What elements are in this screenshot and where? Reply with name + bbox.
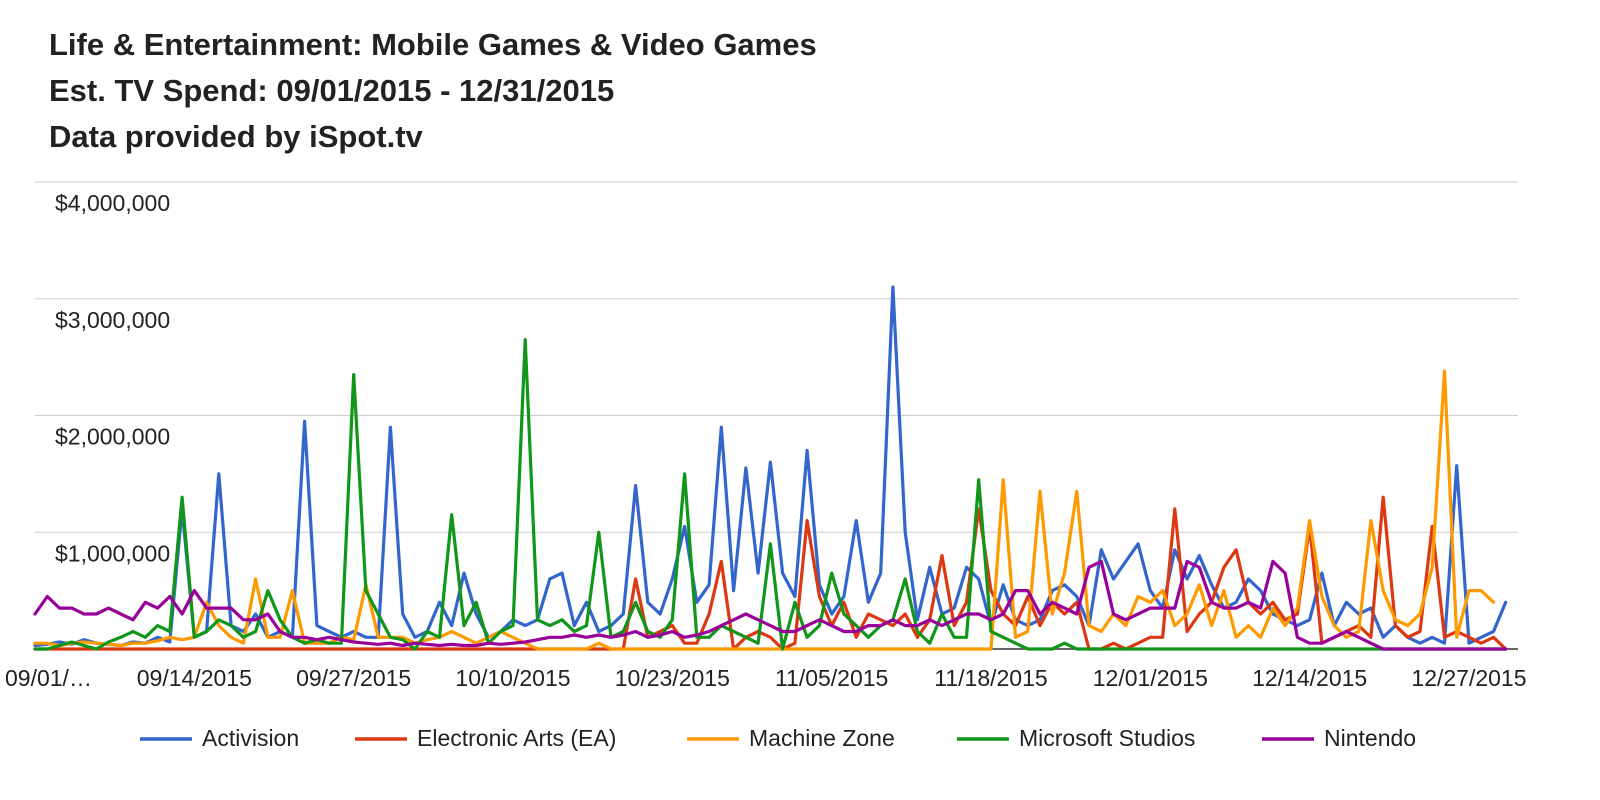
legend: Activision Electronic Arts (EA) Machine Zo… — [140, 725, 1416, 751]
y-axis-labels: $1,000,000 $2,000,000 $3,000,000 $4,000,000 — [55, 190, 170, 566]
x-tick-label: 09/14/2015 — [137, 665, 252, 691]
chart-title: Life & Entertainment: Mobile Games & Vid… — [49, 27, 817, 62]
chart-title-block: Life & Entertainment: Mobile Games & Vid… — [49, 22, 817, 160]
legend-label: Electronic Arts (EA) — [417, 725, 616, 751]
x-tick-label: 11/05/2015 — [775, 665, 888, 691]
legend-label: Activision — [202, 725, 299, 751]
legend-label: Machine Zone — [749, 725, 895, 751]
x-tick-label: 11/18/2015 — [934, 665, 1047, 691]
y-tick-label: $4,000,000 — [55, 190, 170, 216]
x-tick-label: 12/27/2015 — [1411, 665, 1526, 691]
x-tick-label: 12/01/2015 — [1093, 665, 1208, 691]
y-tick-label: $1,000,000 — [55, 540, 170, 566]
x-tick-label: 12/14/2015 — [1252, 665, 1367, 691]
chart-source: Data provided by iSpot.tv — [49, 119, 423, 154]
legend-label: Nintendo — [1324, 725, 1416, 751]
y-tick-label: $2,000,000 — [55, 424, 170, 450]
x-tick-label: 09/27/2015 — [296, 665, 411, 691]
gridlines — [35, 181, 1518, 650]
series-line-nintendo — [33, 559, 1508, 651]
x-tick-label: 10/10/2015 — [455, 665, 570, 691]
chart-subtitle: Est. TV Spend: 09/01/2015 - 12/31/2015 — [49, 73, 615, 108]
x-tick-label: 10/23/2015 — [615, 665, 730, 691]
series-line-machine-zone — [33, 369, 1496, 651]
x-tick-label: 09/01/… — [5, 665, 92, 691]
legend-label: Microsoft Studios — [1019, 725, 1195, 751]
y-tick-label: $3,000,000 — [55, 307, 170, 333]
series-line-microsoft-studios — [33, 338, 1508, 651]
series-line-activision — [33, 285, 1508, 648]
x-axis-labels: 09/01/… 09/14/2015 09/27/2015 10/10/2015 10/… — [5, 665, 1527, 691]
series-lines — [33, 285, 1508, 651]
